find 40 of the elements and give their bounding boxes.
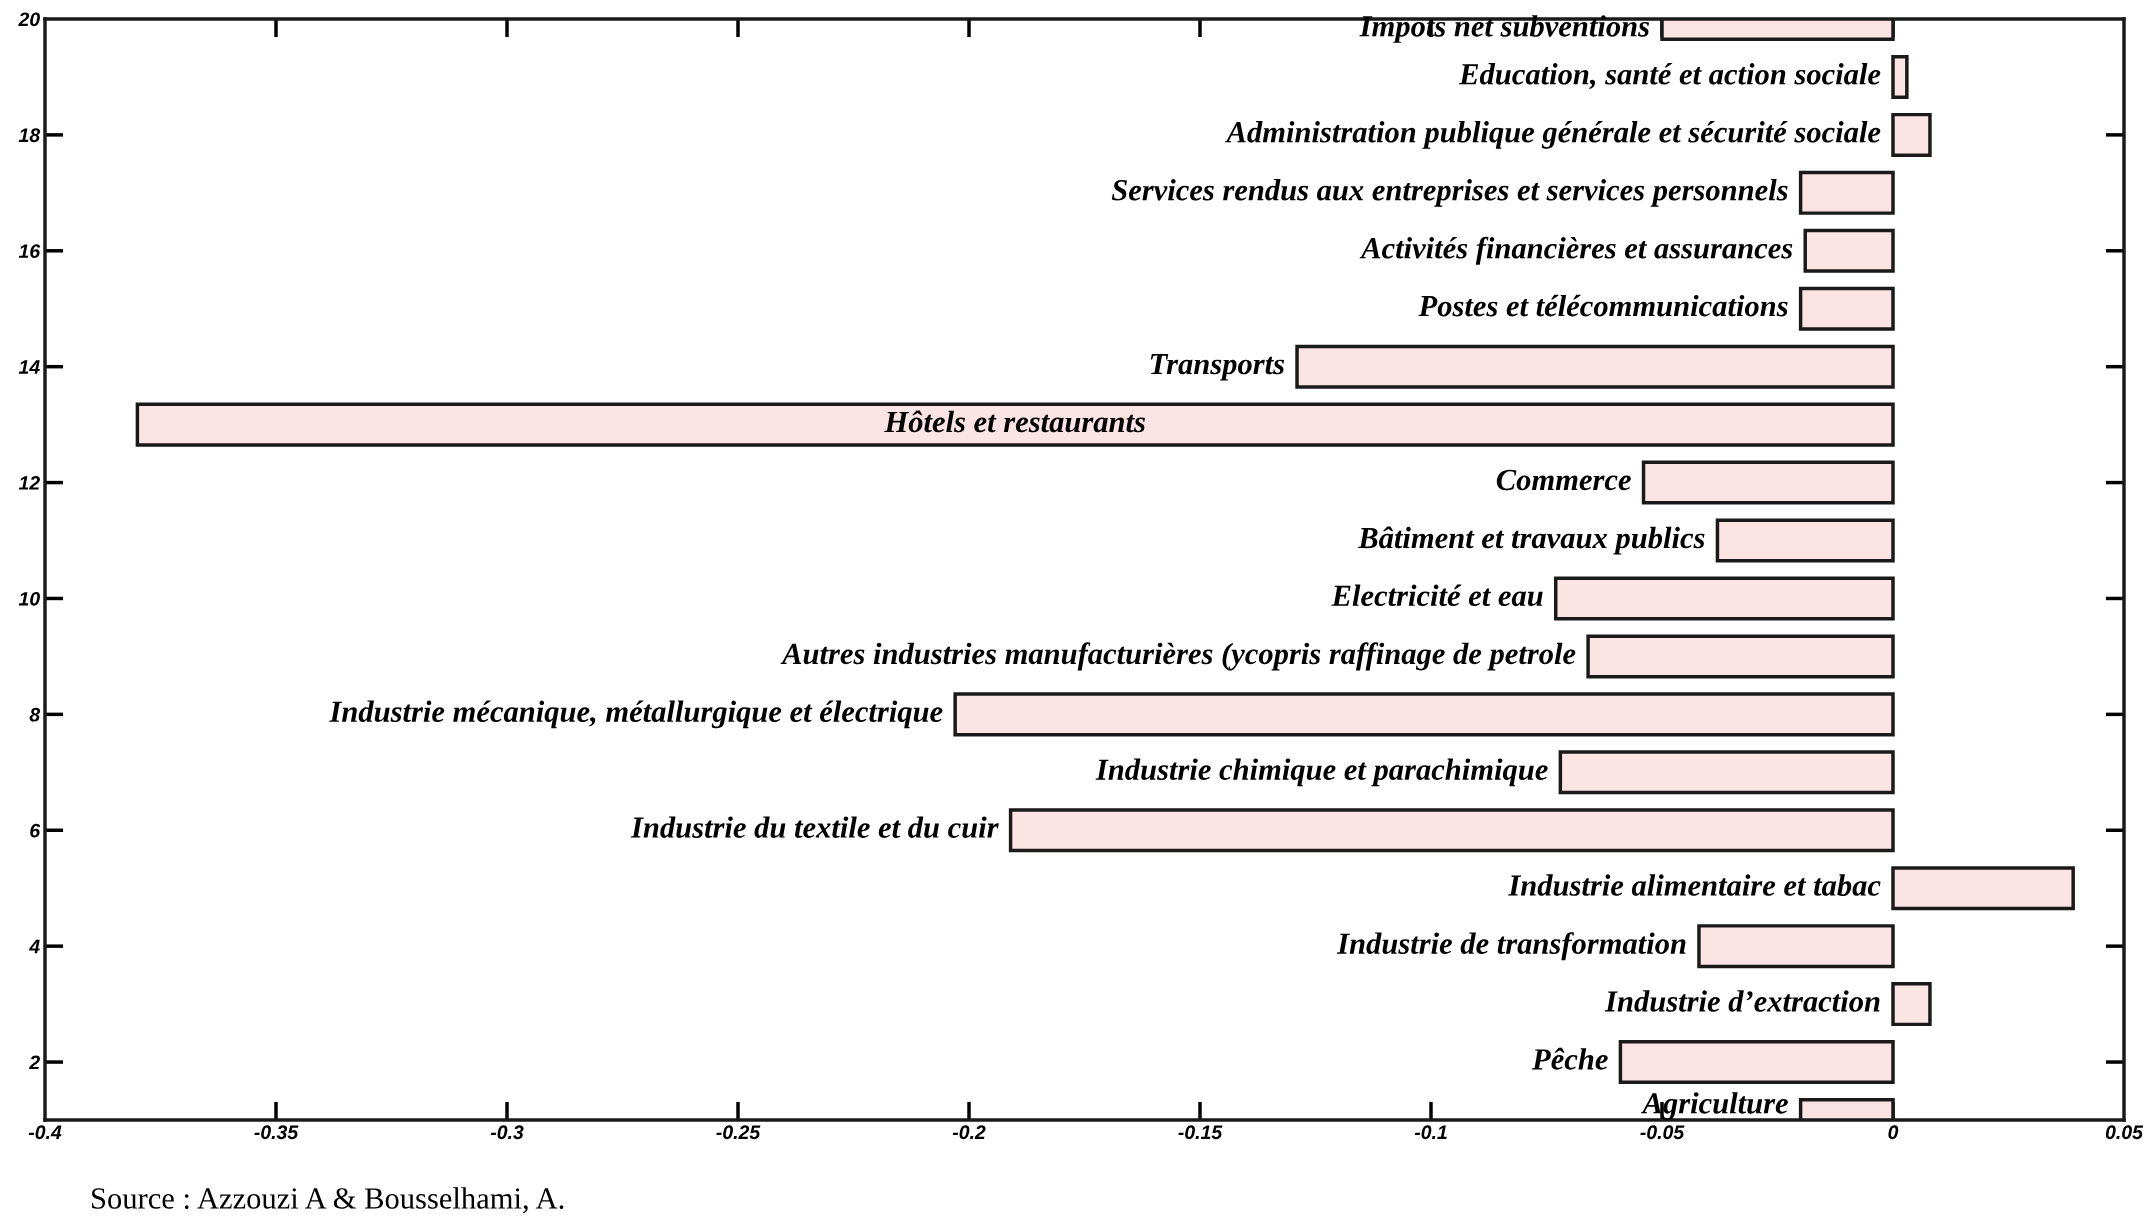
- source-note: Source : Azzouzi A & Bousselhami, A.: [92, 1187, 564, 1214]
- y-tick-label: 2: [29, 1055, 40, 1070]
- y-tick-label: 4: [29, 939, 40, 954]
- annotation: Industrie de transformation: [1336, 932, 1686, 961]
- annotation: Hôtels et restaurants: [884, 410, 1145, 433]
- y-tick-label: 6: [30, 823, 41, 838]
- annotation: Activités financières et assurances: [1359, 236, 1793, 265]
- x-tick-label: -0.2: [952, 1125, 986, 1140]
- x-tick-label: 0: [1888, 1125, 1899, 1140]
- y-tick-label: 20: [18, 12, 40, 27]
- annotation: Pêche: [1532, 1047, 1608, 1070]
- x-tick-label: -0.15: [1178, 1125, 1223, 1140]
- annotation: Industrie d’extraction: [1604, 990, 1880, 1012]
- x-tick-label: -0.25: [716, 1125, 761, 1140]
- y-tick-label: 12: [18, 476, 40, 490]
- annotation: Bâtiment et travaux publics: [1357, 526, 1705, 555]
- annotation: Transports: [1150, 354, 1285, 381]
- annotation: Industrie mécanique, métallurgique et électrique: [329, 700, 943, 729]
- x-tick-label: -0.1: [1414, 1125, 1447, 1140]
- y-tick-label: 16: [18, 244, 41, 259]
- annotation: Postes et télécommunications: [1418, 294, 1788, 317]
- annotation: Services rendus aux entreprises et services personnels: [1111, 178, 1788, 207]
- annotation: Education, santé et action sociale: [1458, 63, 1881, 90]
- annotation: Commerce: [1496, 469, 1631, 491]
- annotation: Agriculture: [1641, 1092, 1788, 1120]
- x-tick-label: 0.05: [2105, 1125, 2144, 1140]
- annotation: Industrie chimique et parachimique: [1095, 758, 1548, 787]
- y-tick-label: 8: [29, 707, 41, 722]
- annotation: Autres industries manufacturières (ycopris raffinage de petrole: [780, 642, 1576, 671]
- annotation: Industrie du textile et du cuir: [630, 816, 999, 838]
- y-tick-label: 18: [18, 128, 41, 143]
- annotation: Industrie alimentaire et tabac: [1508, 874, 1881, 896]
- y-tick-label: 10: [18, 591, 40, 606]
- x-tick-label: -0.05: [1640, 1125, 1685, 1140]
- x-tick-label: -0.4: [28, 1125, 62, 1140]
- x-tick-label: -0.3: [490, 1125, 524, 1140]
- x-tick-label: -0.35: [254, 1125, 299, 1140]
- annotation: Administration publique générale et sécurité sociale: [1225, 121, 1881, 149]
- annotation: Electricité et eau: [1331, 584, 1543, 607]
- y-tick-label: 14: [18, 360, 40, 374]
